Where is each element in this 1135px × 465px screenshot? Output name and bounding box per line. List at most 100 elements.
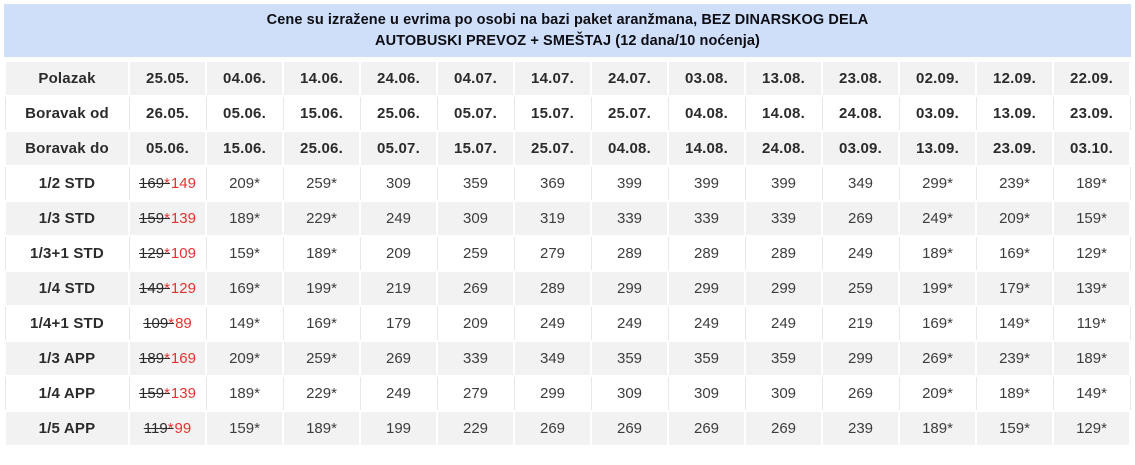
old-price: 159* (139, 210, 170, 227)
price-cell: 239* (975, 165, 1054, 202)
row-label-cell: 1/3+1 STD (4, 235, 130, 272)
price-cell: 189* (282, 410, 361, 447)
price-cell: 269 (513, 410, 592, 447)
price-row: 1/4 APP 159*139 189* 229* 249 279 299 309 309 309… (4, 375, 1131, 412)
price-cell: 339 (744, 200, 823, 237)
price-cell: 249 (359, 375, 438, 412)
old-price-value: 149 (139, 280, 165, 297)
price-row: 1/5 APP 119*99 159* 189* 199 229 269 269 269 269 2… (4, 410, 1131, 447)
date-cell: 23.08. (821, 60, 900, 97)
price-cell: 249* (898, 200, 977, 237)
discount-price: 89 (175, 315, 192, 332)
date-cell: 24.08. (821, 95, 900, 132)
old-price: 129* (139, 245, 170, 262)
promo-price-cell: 149*129 (128, 270, 207, 307)
price-cell: 279 (513, 235, 592, 272)
old-price-value: 119 (143, 420, 168, 437)
price-cell: 259* (282, 165, 361, 202)
date-cell: 04.07. (436, 60, 515, 97)
price-row: 1/3 APP 189*169 209* 259* 269 339 349 359 359 359… (4, 340, 1131, 377)
price-cell: 209* (205, 165, 284, 202)
date-cell: 23.09. (1052, 95, 1131, 132)
price-cell: 259 (821, 270, 900, 307)
price-cell: 209 (359, 235, 438, 272)
price-cell: 249 (744, 305, 823, 342)
price-cell: 189* (898, 235, 977, 272)
price-cell: 209* (205, 340, 284, 377)
price-cell: 209* (898, 375, 977, 412)
date-cell: 12.09. (975, 60, 1054, 97)
price-cell: 309 (359, 165, 438, 202)
price-cell: 359 (590, 340, 669, 377)
promo-price-cell: 159*139 (128, 375, 207, 412)
price-cell: 199* (898, 270, 977, 307)
price-cell: 229 (436, 410, 515, 447)
price-cell: 249 (667, 305, 746, 342)
promo-asterisk: * (164, 280, 170, 297)
price-cell: 189* (282, 235, 361, 272)
date-cell: 13.09. (975, 95, 1054, 132)
date-cell: 15.06. (282, 95, 361, 132)
price-cell: 359 (667, 340, 746, 377)
price-cell: 399 (667, 165, 746, 202)
price-cell: 219 (359, 270, 438, 307)
price-cell: 289 (590, 235, 669, 272)
price-cell: 249 (513, 305, 592, 342)
promo-asterisk: * (168, 315, 175, 332)
old-price: 169* (139, 175, 170, 192)
row-label-cell: Boravak do (4, 130, 130, 167)
row-label-cell: 1/5 APP (4, 410, 130, 447)
price-cell: 299* (898, 165, 977, 202)
price-cell: 399 (590, 165, 669, 202)
price-cell: 299 (667, 270, 746, 307)
date-cell: 14.06. (282, 60, 361, 97)
price-cell: 129* (1052, 235, 1131, 272)
promo-asterisk: * (164, 245, 170, 262)
discount-price: 139 (170, 210, 196, 227)
date-row: Boravak od 26.05. 05.06. 15.06. 25.06. 05.07.… (4, 95, 1131, 132)
row-label-cell: 1/4+1 STD (4, 305, 130, 342)
price-cell: 129* (1052, 410, 1131, 447)
date-cell: 03.09. (898, 95, 977, 132)
discount-price: 149 (170, 175, 196, 192)
price-cell: 269* (898, 340, 977, 377)
price-cell: 269 (667, 410, 746, 447)
price-cell: 309 (744, 375, 823, 412)
price-cell: 139* (1052, 270, 1131, 307)
discount-price: 139 (170, 385, 196, 402)
date-cell: 05.06. (128, 130, 207, 167)
price-cell: 339 (590, 200, 669, 237)
price-row: 1/3 STD 159*139 189* 229* 249 309 319 339 339 339… (4, 200, 1131, 237)
price-cell: 269 (821, 375, 900, 412)
promo-asterisk: * (164, 210, 170, 227)
price-cell: 169* (975, 235, 1054, 272)
price-cell: 199* (282, 270, 361, 307)
price-cell: 239 (821, 410, 900, 447)
price-row: 1/2 STD 169*149 209* 259* 309 359 369 399 399 399… (4, 165, 1131, 202)
price-cell: 269 (590, 410, 669, 447)
old-price-value: 129 (139, 245, 165, 262)
date-cell: 15.07. (513, 95, 592, 132)
promo-price-cell: 109*89 (128, 305, 207, 342)
date-cell: 15.06. (205, 130, 284, 167)
discount-price: 129 (170, 280, 196, 297)
old-price-value: 189 (139, 350, 165, 367)
price-cell: 299 (821, 340, 900, 377)
price-cell: 309 (590, 375, 669, 412)
price-cell: 289 (744, 235, 823, 272)
price-row: 1/4 STD 149*129 169* 199* 219 269 289 299 299 299… (4, 270, 1131, 307)
promo-price-cell: 159*139 (128, 200, 207, 237)
promo-price-cell: 189*169 (128, 340, 207, 377)
price-cell: 199 (359, 410, 438, 447)
date-cell: 23.09. (975, 130, 1054, 167)
price-cell: 289 (513, 270, 592, 307)
price-cell: 169* (282, 305, 361, 342)
date-cell: 25.05. (128, 60, 207, 97)
price-table-body: Polazak 25.05. 04.06. 14.06. 24.06. 04.07. 14.… (4, 60, 1131, 447)
price-cell: 399 (744, 165, 823, 202)
old-price-value: 159 (139, 210, 165, 227)
caption-line-1: Cene su izražene u evrima po osobi na ba… (266, 11, 869, 28)
date-cell: 14.08. (744, 95, 823, 132)
row-label-cell: Polazak (4, 60, 130, 97)
